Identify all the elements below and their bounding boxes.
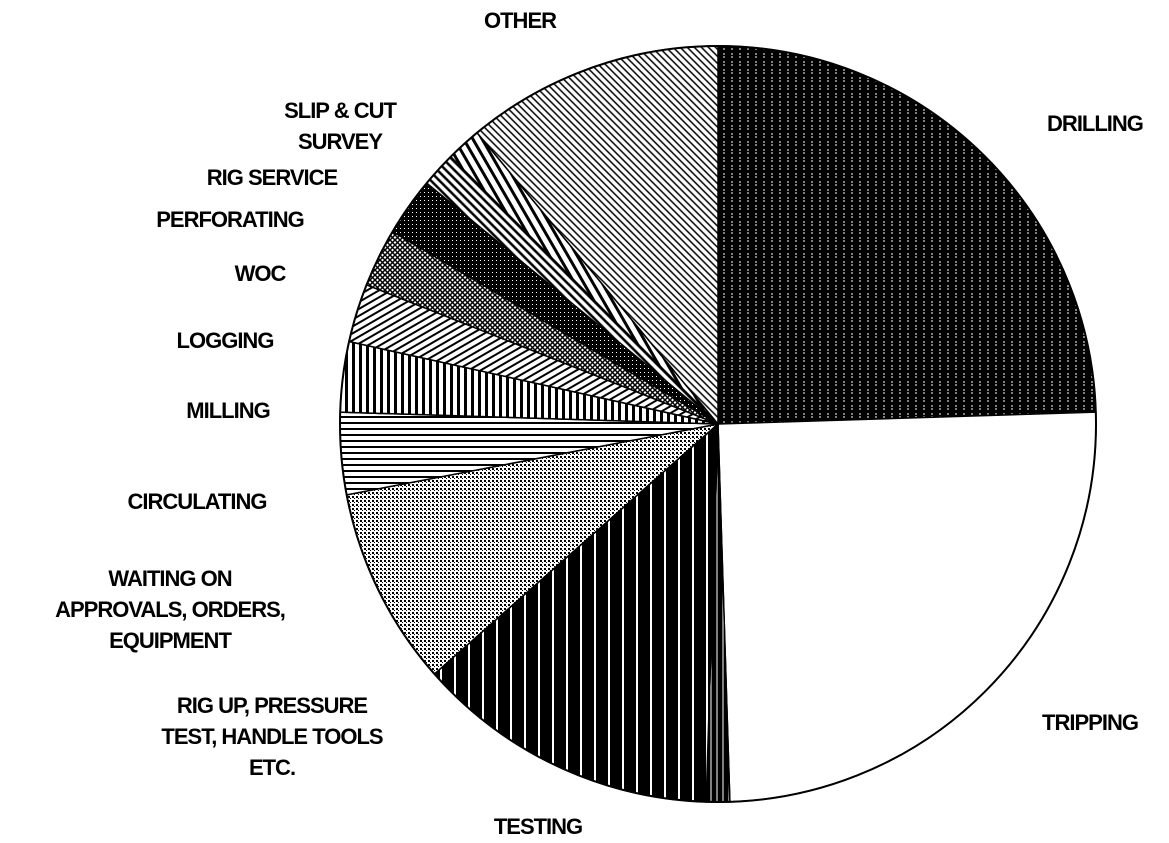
slice-label-line: CIRCULATING xyxy=(128,489,267,514)
slice-label-line: WOC xyxy=(235,261,287,286)
slice-label: RIG UP, PRESSURE TEST, HANDLE TOOLS ETC. xyxy=(161,693,382,780)
slice-label: OTHER xyxy=(484,8,557,33)
slice-label-line: EQUIPMENT xyxy=(109,628,232,653)
slice-label-line: RIG SERVICE xyxy=(207,165,338,190)
slice-label-line: OTHER xyxy=(484,8,557,33)
slice-label-line: APPROVALS, ORDERS, xyxy=(55,597,285,622)
slice-label: SLIP & CUT SURVEY xyxy=(284,98,397,154)
pie-slice xyxy=(717,45,1097,425)
slice-label-line: MILLING xyxy=(186,398,269,423)
slice-label-line: TEST, HANDLE TOOLS xyxy=(161,724,382,749)
slice-label: TRIPPING xyxy=(1042,710,1138,735)
slice-label: DRILLING xyxy=(1047,111,1143,136)
slice-label: WOC xyxy=(235,261,287,286)
slice-label-line: TESTING xyxy=(494,814,582,839)
slice-label-line: PERFORATING xyxy=(156,207,303,232)
slice-label-line: DRILLING xyxy=(1047,111,1143,136)
slice-label-line: SURVEY xyxy=(298,129,383,154)
pie-outline xyxy=(339,45,1097,803)
slice-label: LOGGING xyxy=(177,328,274,353)
slice-label: MILLING xyxy=(186,398,269,423)
slice-label: PERFORATING xyxy=(156,207,303,232)
slice-label: TESTING xyxy=(494,814,582,839)
slice-label: CIRCULATING xyxy=(128,489,267,514)
slice-label: RIG SERVICE xyxy=(207,165,338,190)
slice-label-line: WAITING ON xyxy=(108,566,231,591)
pie-slice xyxy=(717,411,1097,803)
slice-label-line: LOGGING xyxy=(177,328,274,353)
slice-label-line: ETC. xyxy=(249,755,295,780)
slice-label-line: SLIP & CUT xyxy=(284,98,397,123)
slice-label-line: TRIPPING xyxy=(1042,710,1138,735)
slice-label: WAITING ON APPROVALS, ORDERS, EQUIPMENT xyxy=(55,566,285,653)
slice-label-line: RIG UP, PRESSURE xyxy=(177,693,368,718)
